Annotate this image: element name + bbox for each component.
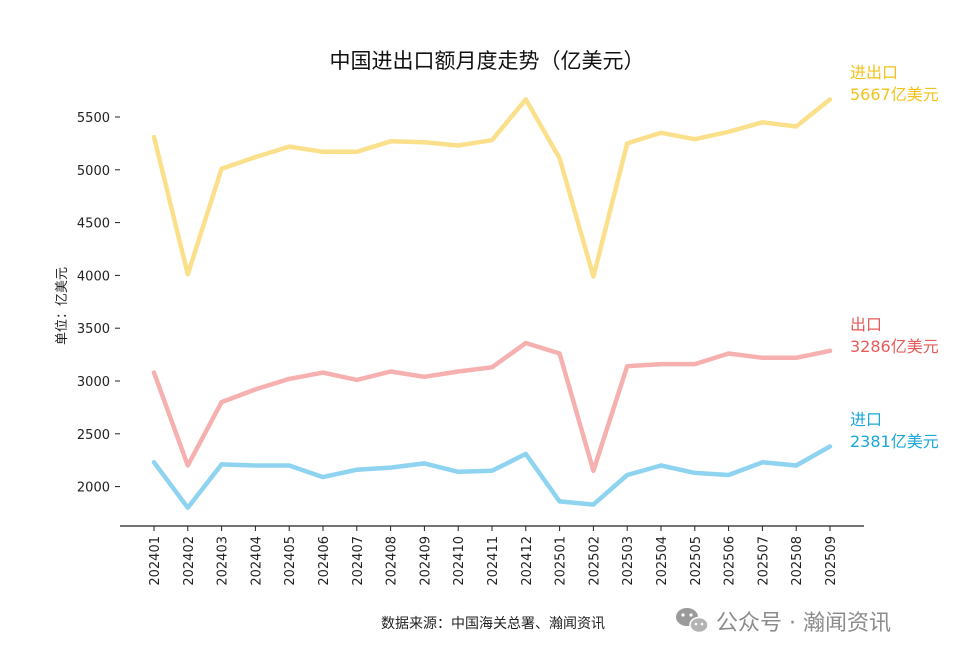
- watermark: 公众号 · 瀚闻资讯: [676, 608, 891, 636]
- y-tick-label: 5000: [77, 164, 110, 179]
- axes: [120, 525, 864, 527]
- series-line: [151, 444, 833, 510]
- series-name-label: 进口: [850, 410, 882, 429]
- x-tick-label: 202505: [689, 536, 704, 586]
- x-tick-label: 202408: [385, 536, 400, 586]
- wechat-icon: [676, 608, 709, 634]
- x-tick-label: 202502: [587, 536, 602, 586]
- y-ticks: 2000 2500 3000 3500 4000 4500 5000 5500: [77, 111, 120, 496]
- series-value-label: 2381亿美元: [850, 432, 939, 451]
- y-tick-label: 3000: [77, 375, 110, 390]
- series-name-label: 进出口: [850, 63, 898, 82]
- series-value-label: 5667亿美元: [850, 85, 939, 104]
- x-tick-label: 202503: [621, 536, 636, 586]
- series-value-label: 3286亿美元: [850, 337, 939, 356]
- x-tick-label: 202411: [486, 536, 501, 586]
- x-tick-label: 202404: [249, 536, 264, 586]
- y-tick-label: 2000: [77, 481, 110, 496]
- x-tick-label: 202412: [520, 536, 535, 586]
- y-tick-label: 4000: [77, 269, 110, 284]
- x-tick-label: 202402: [182, 536, 197, 586]
- x-tick-label: 202506: [723, 536, 738, 586]
- x-tick-label: 202406: [317, 536, 332, 586]
- y-tick-label: 3500: [77, 322, 110, 337]
- x-tick-label: 202401: [148, 536, 163, 586]
- y-tick-label: 4500: [77, 217, 110, 232]
- x-tick-label: 202507: [756, 536, 771, 586]
- x-tick-label: 202403: [216, 536, 231, 586]
- x-ticks: 202401 202402 202403 202404 202405 202406 2024…: [148, 526, 839, 586]
- x-tick-label: 202407: [351, 536, 366, 586]
- x-tick-label: 202405: [283, 536, 298, 586]
- source-note: 数据来源：中国海关总署、瀚闻资讯: [381, 616, 605, 632]
- chart-title: 中国进出口额月度走势（亿美元）: [330, 49, 645, 73]
- y-axis-label: 单位：亿美元: [55, 267, 70, 345]
- series-line: [151, 340, 833, 474]
- watermark-text: 公众号 · 瀚闻资讯: [716, 611, 891, 636]
- x-tick-label: 202409: [418, 536, 433, 586]
- y-tick-label: 2500: [77, 428, 110, 443]
- series-line: [151, 97, 833, 279]
- x-tick-label: 202410: [452, 536, 467, 586]
- x-tick-label: 202509: [824, 536, 839, 586]
- y-tick-label: 5500: [77, 111, 110, 126]
- series-name-label: 出口: [850, 315, 882, 334]
- series-lines: [151, 97, 833, 510]
- x-tick-label: 202501: [554, 536, 569, 586]
- x-tick-label: 202508: [790, 536, 805, 586]
- x-tick-label: 202504: [655, 536, 670, 586]
